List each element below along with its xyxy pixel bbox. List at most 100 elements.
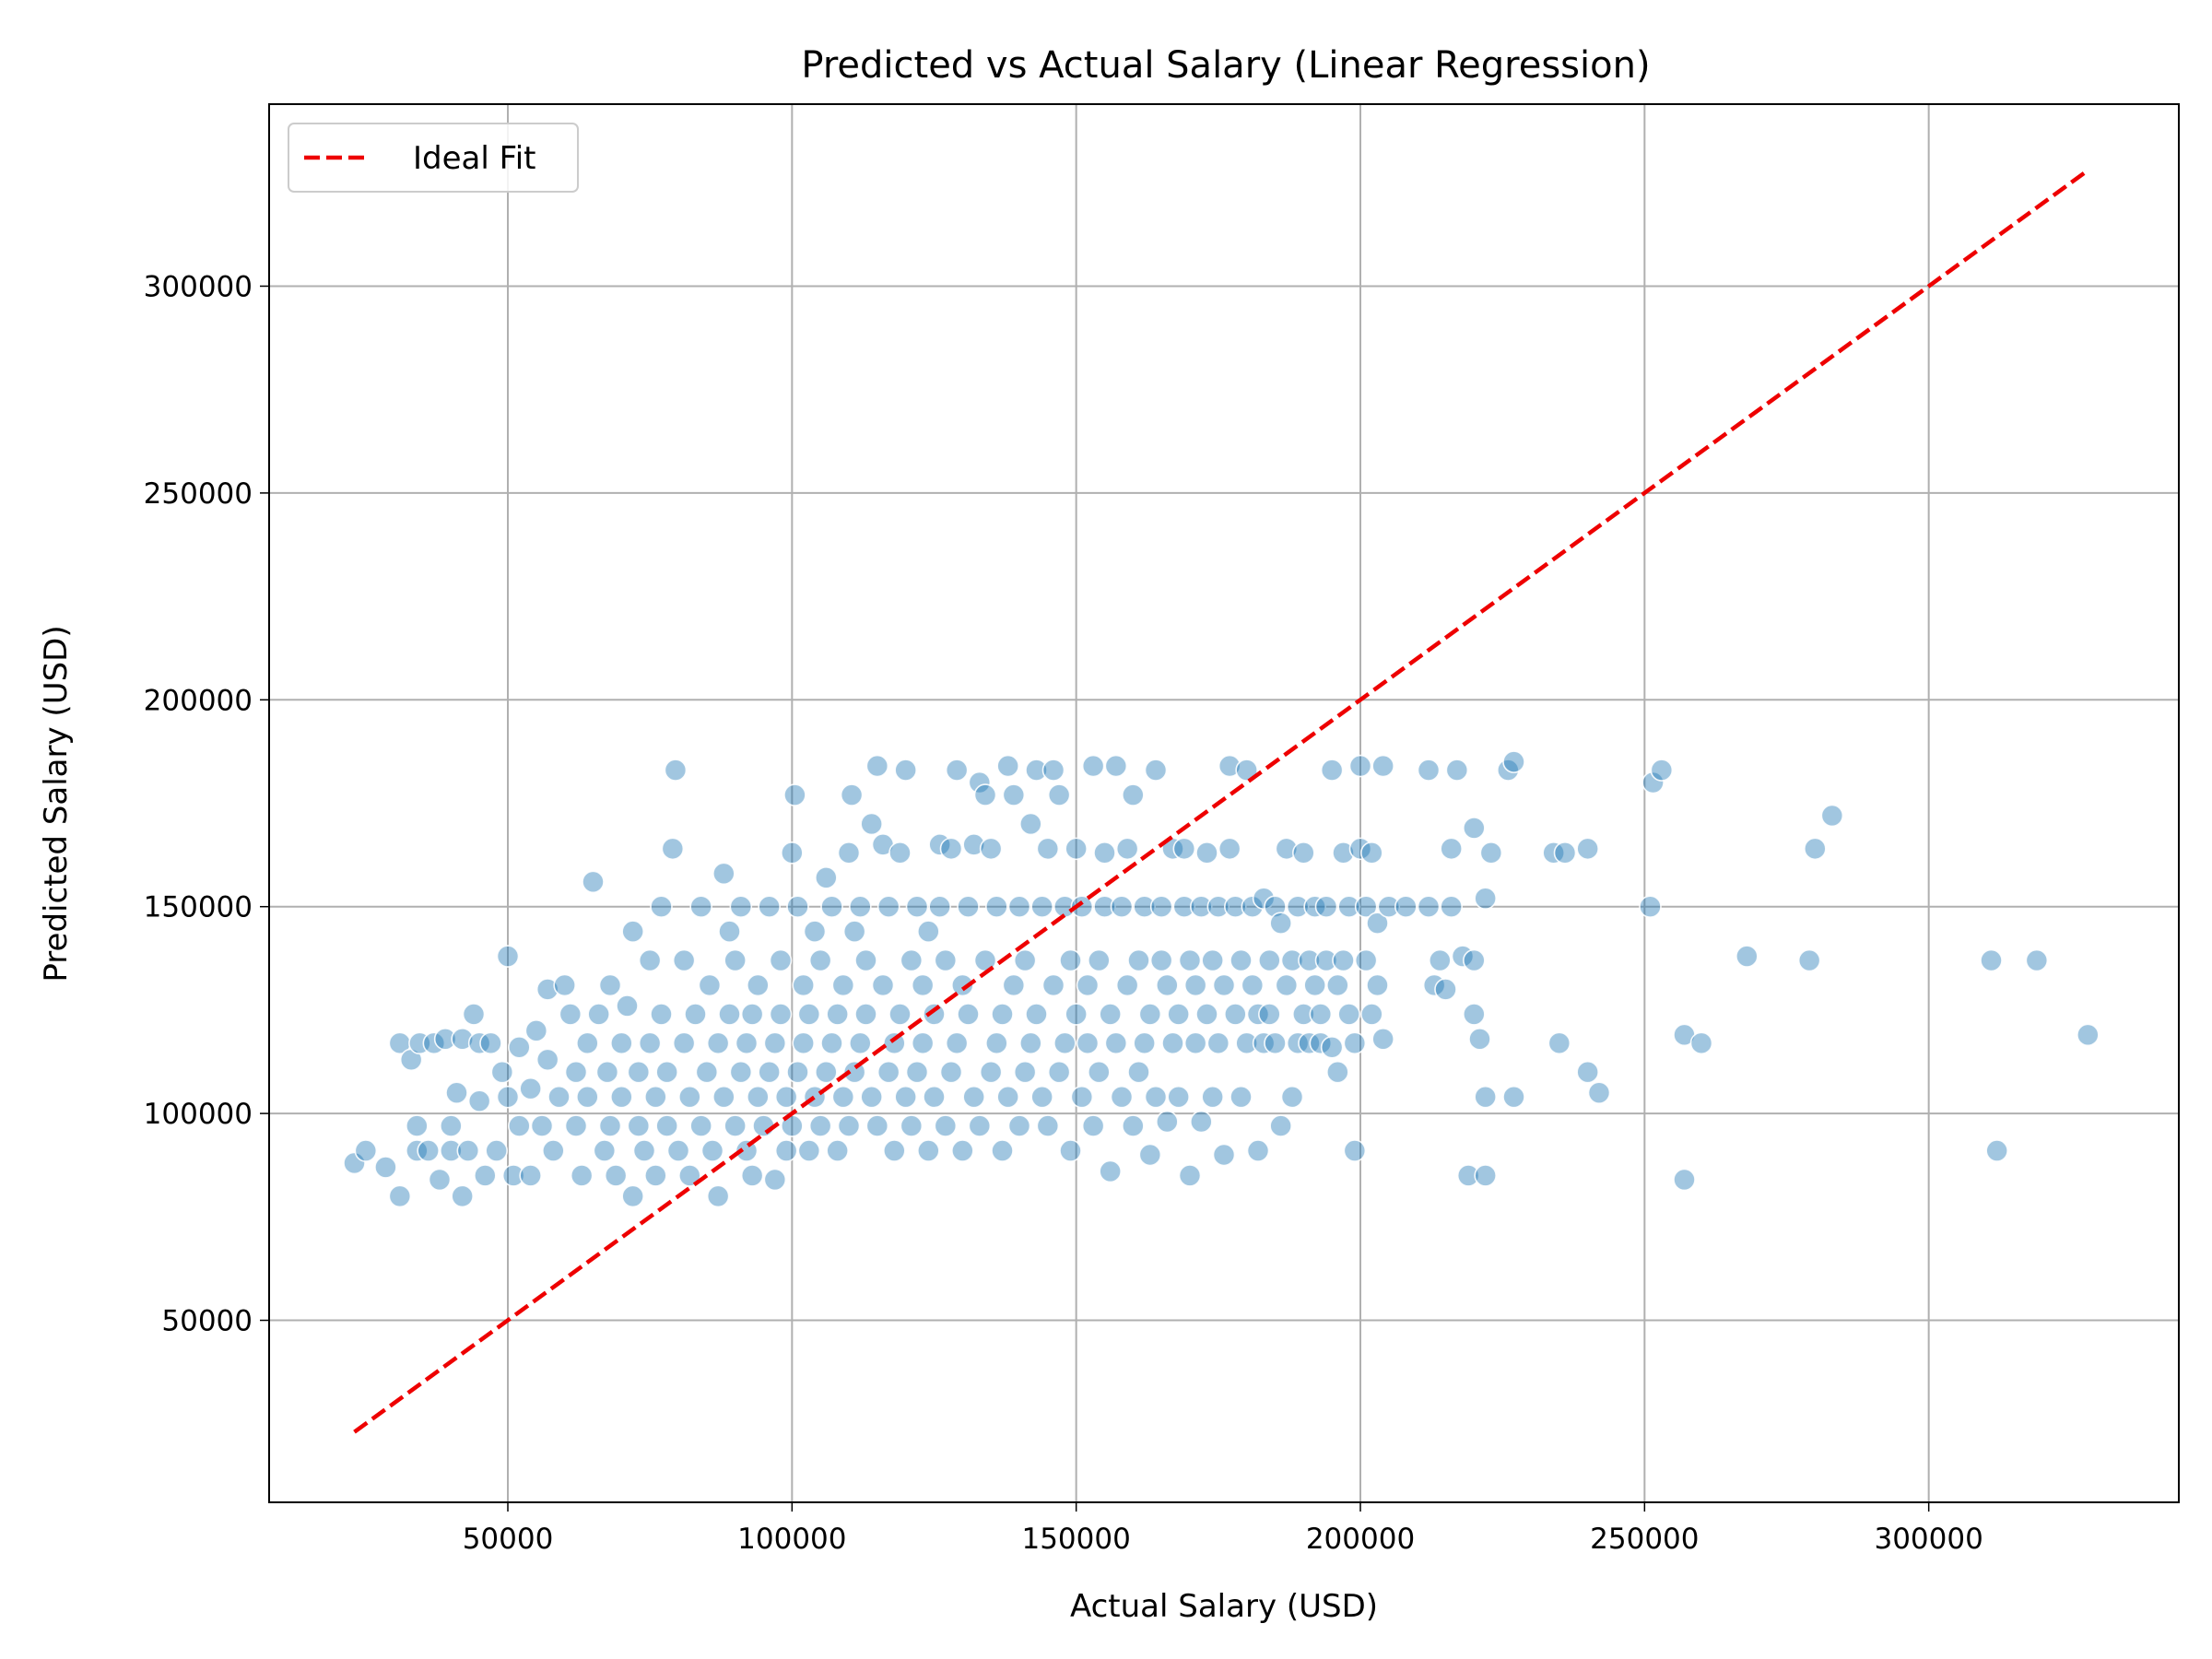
- data-point: [1230, 948, 1253, 972]
- data-point: [1019, 1031, 1042, 1055]
- data-point: [1258, 948, 1281, 972]
- data-point: [644, 1164, 667, 1187]
- data-point: [1820, 804, 1844, 828]
- data-point: [1985, 1139, 2008, 1162]
- data-point: [1161, 837, 1184, 861]
- data-point: [979, 837, 1003, 861]
- data-point: [2077, 1023, 2100, 1047]
- data-point: [842, 1060, 866, 1084]
- data-point: [1468, 1028, 1491, 1051]
- data-point: [1280, 948, 1304, 972]
- data-point: [1258, 1003, 1281, 1026]
- data-point: [570, 1164, 594, 1187]
- data-point: [792, 973, 815, 997]
- data-point: [661, 837, 685, 861]
- data-point: [632, 1139, 656, 1162]
- data-point: [1088, 948, 1111, 972]
- data-point: [1149, 895, 1173, 919]
- data-point: [576, 1085, 599, 1109]
- data-point: [610, 1085, 633, 1109]
- data-point: [957, 1003, 980, 1026]
- data-point: [1377, 895, 1401, 919]
- data-point: [752, 1114, 775, 1137]
- x-tick-label: 200000: [1306, 1523, 1415, 1556]
- data-point: [1434, 978, 1457, 1001]
- scatter-points: [343, 750, 2100, 1208]
- data-point: [831, 1085, 855, 1109]
- y-tick-label: 150000: [144, 891, 253, 924]
- data-point: [1735, 945, 1759, 968]
- data-point: [951, 1139, 974, 1162]
- data-point: [1326, 1060, 1349, 1084]
- data-point: [1576, 837, 1599, 861]
- data-point: [1343, 1031, 1367, 1055]
- data-point: [1230, 1085, 1253, 1109]
- data-point: [1133, 1031, 1156, 1055]
- data-point: [462, 1003, 486, 1026]
- data-point: [774, 1139, 798, 1162]
- data-point: [695, 1060, 719, 1084]
- data-point: [820, 895, 843, 919]
- data-point: [985, 895, 1008, 919]
- data-point: [769, 948, 793, 972]
- data-point: [440, 1114, 463, 1137]
- data-point: [1053, 1031, 1077, 1055]
- data-point: [1286, 1031, 1310, 1055]
- x-axis-label: Actual Salary (USD): [1070, 1588, 1378, 1625]
- data-point: [1332, 948, 1355, 972]
- data-point: [973, 783, 997, 806]
- data-point: [689, 1114, 712, 1137]
- data-point: [655, 1114, 678, 1137]
- data-point: [547, 1085, 571, 1109]
- data-point: [1178, 1164, 1202, 1187]
- data-point: [1303, 895, 1326, 919]
- data-point: [627, 1114, 651, 1137]
- data-point: [808, 1114, 832, 1137]
- data-point: [1394, 895, 1418, 919]
- data-point: [1212, 1143, 1236, 1167]
- data-point: [374, 1156, 397, 1179]
- data-point: [678, 1164, 701, 1187]
- data-point: [934, 948, 958, 972]
- data-point: [1144, 1085, 1168, 1109]
- data-point: [700, 1139, 724, 1162]
- data-point: [1156, 1110, 1179, 1134]
- data-point: [962, 1085, 985, 1109]
- data-point: [1235, 1031, 1258, 1055]
- data-point: [433, 1028, 457, 1051]
- data-point: [1070, 895, 1094, 919]
- data-point: [763, 1031, 787, 1055]
- data-point: [1013, 948, 1037, 972]
- data-point: [666, 1139, 690, 1162]
- data-point: [689, 895, 712, 919]
- data-point: [792, 1031, 815, 1055]
- data-point: [939, 1060, 963, 1084]
- data-point: [865, 1114, 889, 1137]
- data-point: [1081, 754, 1105, 778]
- data-point: [1070, 1085, 1094, 1109]
- legend-label-ideal-fit: Ideal Fit: [413, 140, 535, 177]
- data-point: [1127, 1060, 1150, 1084]
- data-point: [786, 1060, 809, 1084]
- data-point: [644, 1085, 667, 1109]
- data-point: [530, 1114, 554, 1137]
- data-point: [883, 1031, 906, 1055]
- data-point: [1065, 1003, 1088, 1026]
- data-point: [996, 1085, 1019, 1109]
- data-point: [1474, 1164, 1497, 1187]
- data-point: [1292, 841, 1315, 865]
- data-point: [638, 948, 662, 972]
- data-point: [1337, 895, 1360, 919]
- data-point: [1474, 887, 1497, 911]
- data-point: [598, 1114, 622, 1137]
- data-point: [1463, 948, 1486, 972]
- data-point: [406, 1114, 429, 1137]
- data-point: [849, 895, 872, 919]
- data-point: [917, 920, 940, 943]
- data-point: [1241, 895, 1265, 919]
- data-point: [1007, 1114, 1031, 1137]
- y-tick-label: 100000: [144, 1098, 253, 1131]
- data-point: [1246, 1003, 1270, 1026]
- data-point: [837, 841, 861, 865]
- data-point: [1298, 1031, 1321, 1055]
